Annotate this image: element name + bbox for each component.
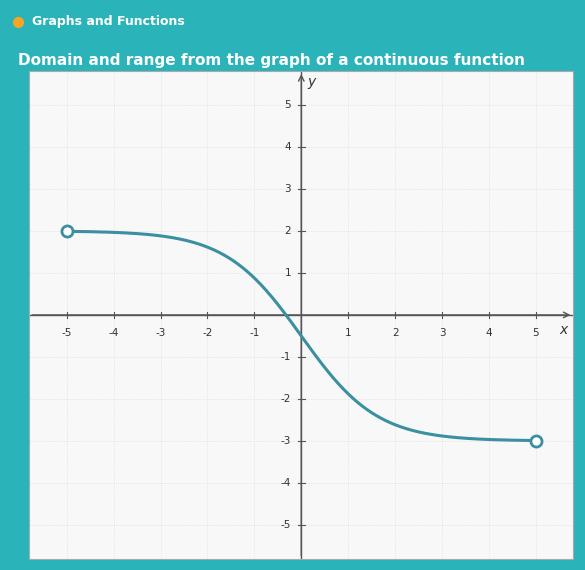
- Text: -4: -4: [281, 478, 291, 488]
- Text: 1: 1: [284, 268, 291, 278]
- Text: -1: -1: [249, 328, 260, 339]
- Text: -3: -3: [156, 328, 166, 339]
- Text: Graphs and Functions: Graphs and Functions: [32, 15, 185, 28]
- Text: 4: 4: [486, 328, 492, 339]
- Text: x: x: [560, 323, 568, 337]
- Text: -1: -1: [281, 352, 291, 362]
- Text: Domain and range from the graph of a continuous function: Domain and range from the graph of a con…: [18, 52, 525, 67]
- Text: -5: -5: [281, 520, 291, 530]
- Text: 5: 5: [284, 100, 291, 110]
- Text: -4: -4: [108, 328, 119, 339]
- Text: -5: -5: [61, 328, 72, 339]
- Text: 2: 2: [284, 226, 291, 236]
- Text: -3: -3: [281, 436, 291, 446]
- Text: 4: 4: [284, 142, 291, 152]
- Text: 1: 1: [345, 328, 352, 339]
- Text: 5: 5: [532, 328, 539, 339]
- Text: -2: -2: [281, 394, 291, 404]
- Text: 2: 2: [392, 328, 398, 339]
- Text: 3: 3: [284, 184, 291, 194]
- Text: -2: -2: [202, 328, 213, 339]
- Text: y: y: [308, 75, 316, 89]
- Text: 3: 3: [439, 328, 445, 339]
